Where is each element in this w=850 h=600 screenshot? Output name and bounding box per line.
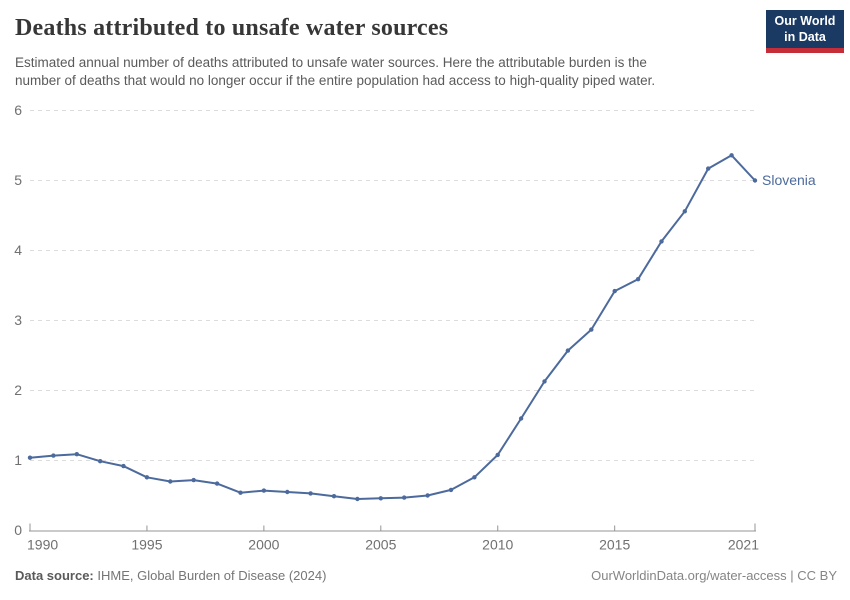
x-tick-label: 1990 <box>27 537 58 553</box>
x-tick-label: 2015 <box>599 537 630 553</box>
page-title: Deaths attributed to unsafe water source… <box>15 15 449 41</box>
y-tick-label: 6 <box>14 102 22 118</box>
data-point-marker <box>612 288 617 294</box>
data-point-marker <box>144 475 150 480</box>
owid-logo-line-2: in Data <box>784 29 826 44</box>
owid-logo-line-1: Our World <box>774 14 836 28</box>
data-point-marker <box>168 479 173 484</box>
subtitle-line-2: number of deaths that would no longer oc… <box>15 72 656 88</box>
data-point-marker <box>402 495 407 500</box>
data-point-marker <box>238 490 243 495</box>
data-point-marker <box>191 477 196 483</box>
x-tick-label: 2005 <box>365 537 396 553</box>
data-point-marker <box>495 452 500 458</box>
data-point-marker <box>565 348 571 353</box>
data-point-marker <box>214 481 220 486</box>
data-source-label: Data source: <box>15 568 94 583</box>
y-tick-label: 3 <box>14 312 22 328</box>
data-point-marker <box>472 475 477 480</box>
x-tick-label: 2021 <box>728 537 759 553</box>
x-tick-label: 1995 <box>131 537 162 553</box>
data-source-text: IHME, Global Burden of Disease (2024) <box>93 568 327 583</box>
license-note: OurWorldinData.org/water-access | CC BY <box>591 568 837 583</box>
data-point-marker <box>355 496 360 502</box>
data-point-marker <box>425 493 430 498</box>
y-tick-label: 4 <box>14 242 22 258</box>
data-point-marker <box>659 239 664 244</box>
chart-footer: Data source: IHME, Global Burden of Dise… <box>15 568 837 583</box>
subtitle-line-1: Estimated annual number of deaths attrib… <box>15 55 647 70</box>
x-tick-label: 2000 <box>248 537 279 553</box>
data-source-note: Data source: IHME, Global Burden of Dise… <box>15 568 326 583</box>
data-point-marker <box>285 489 290 495</box>
data-point-marker <box>682 209 687 214</box>
data-point-marker <box>448 487 454 493</box>
data-point-marker <box>261 488 267 493</box>
data-point-marker <box>542 379 547 384</box>
data-point-marker <box>518 416 524 421</box>
data-point-marker <box>308 491 313 496</box>
data-point-marker <box>706 166 711 171</box>
series-line <box>29 154 756 500</box>
data-point-marker <box>752 178 758 183</box>
data-point-marker <box>378 496 383 501</box>
y-tick-label: 5 <box>14 172 22 188</box>
data-point-marker <box>121 463 126 469</box>
data-point-marker <box>331 494 337 499</box>
data-point-marker <box>589 327 594 332</box>
data-point-marker <box>729 153 734 158</box>
y-tick-label: 1 <box>14 452 22 468</box>
data-point-marker <box>635 277 641 282</box>
entity-label: Slovenia <box>762 172 816 188</box>
chart-subtitle: Estimated annual number of deaths attrib… <box>15 54 655 89</box>
data-point-marker <box>74 452 80 457</box>
data-point-marker <box>51 453 56 458</box>
y-tick-label: 0 <box>14 522 22 538</box>
y-tick-label: 2 <box>14 382 22 398</box>
data-point-marker <box>98 459 103 464</box>
data-point-marker <box>27 455 33 460</box>
x-tick-label: 2010 <box>482 537 513 553</box>
owid-logo: Our World in Data <box>766 10 844 53</box>
